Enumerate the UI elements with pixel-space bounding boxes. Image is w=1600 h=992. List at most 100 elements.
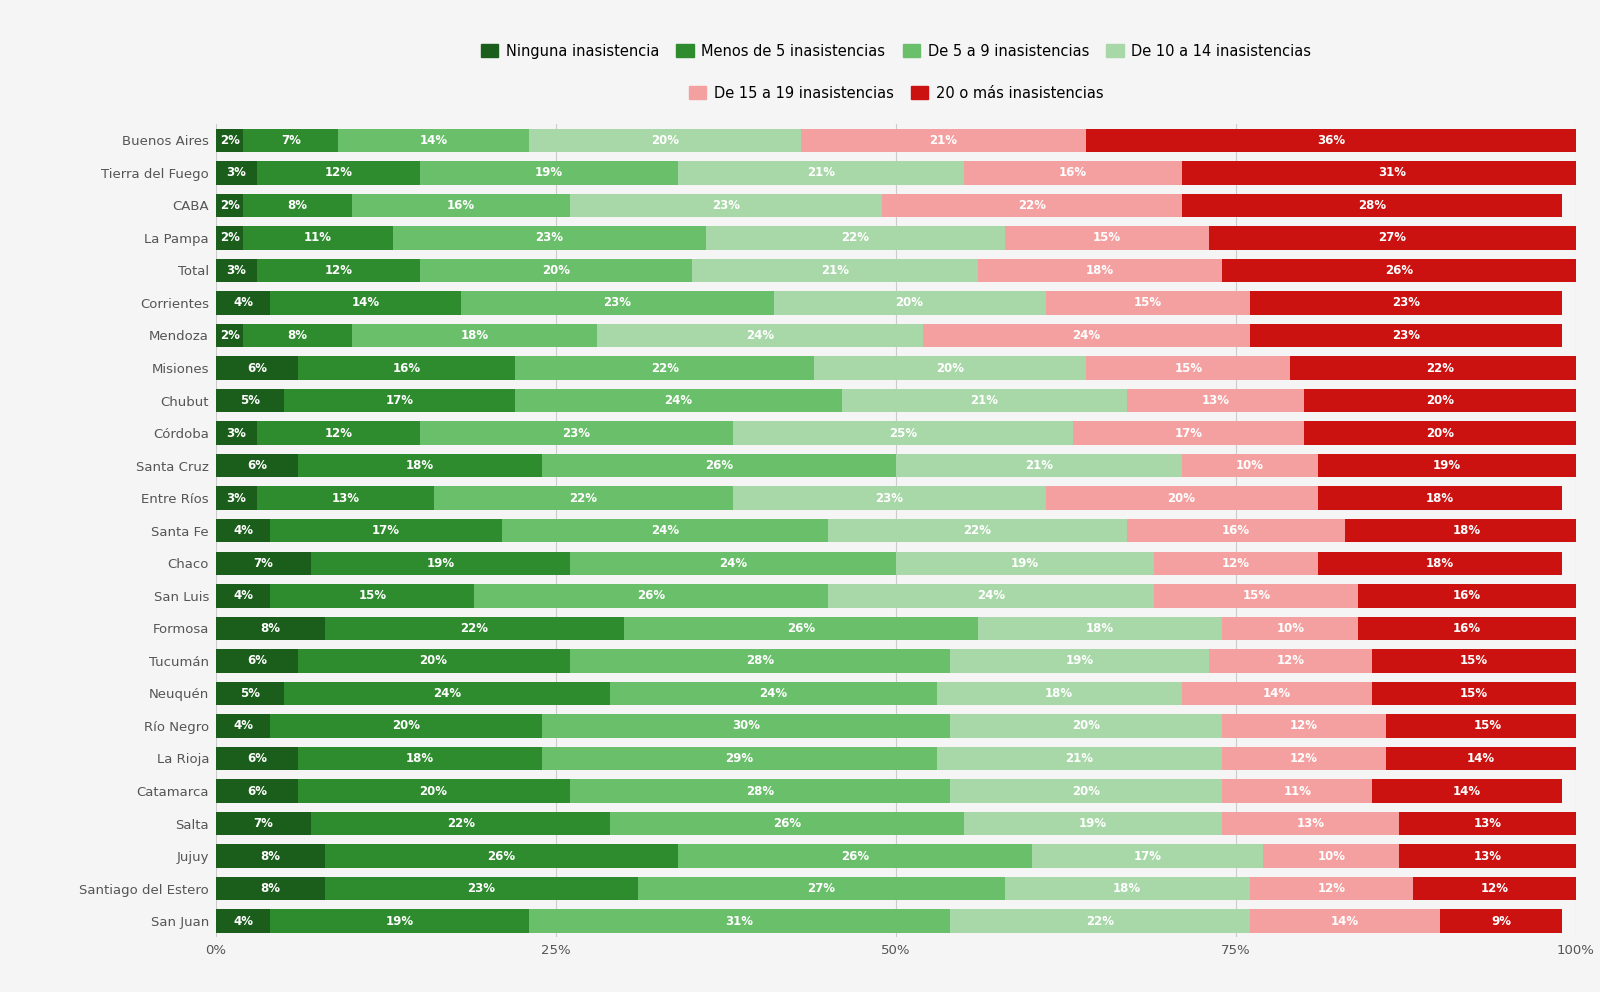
Bar bbox=[829, 519, 1126, 543]
Bar bbox=[1373, 780, 1562, 803]
Bar bbox=[691, 259, 978, 282]
Text: 22%: 22% bbox=[842, 231, 869, 244]
Bar bbox=[270, 519, 502, 543]
Bar bbox=[1250, 292, 1562, 314]
Bar bbox=[938, 747, 1222, 770]
Text: 12%: 12% bbox=[325, 167, 352, 180]
Bar bbox=[216, 323, 243, 347]
Bar bbox=[216, 877, 325, 901]
Text: 20%: 20% bbox=[542, 264, 570, 277]
Text: 3%: 3% bbox=[227, 167, 246, 180]
Text: 18%: 18% bbox=[1426, 492, 1454, 505]
Bar bbox=[325, 844, 678, 868]
Text: 10%: 10% bbox=[1235, 459, 1264, 472]
Text: 18%: 18% bbox=[1114, 882, 1141, 895]
Bar bbox=[1318, 454, 1576, 477]
Text: 31%: 31% bbox=[726, 915, 754, 928]
Bar bbox=[216, 356, 298, 380]
Bar bbox=[923, 323, 1250, 347]
Bar bbox=[542, 454, 896, 477]
Bar bbox=[1250, 910, 1440, 932]
Text: 3%: 3% bbox=[227, 264, 246, 277]
Text: 19%: 19% bbox=[1078, 817, 1107, 830]
Text: 19%: 19% bbox=[1432, 459, 1461, 472]
Bar bbox=[1440, 910, 1562, 932]
Bar bbox=[950, 780, 1222, 803]
Bar bbox=[1386, 714, 1589, 738]
Bar bbox=[829, 584, 1155, 607]
Text: 18%: 18% bbox=[1086, 264, 1114, 277]
Bar bbox=[1086, 356, 1291, 380]
Bar bbox=[216, 486, 256, 510]
Bar bbox=[216, 422, 256, 444]
Bar bbox=[1210, 649, 1373, 673]
Text: 24%: 24% bbox=[978, 589, 1005, 602]
Bar bbox=[298, 356, 515, 380]
Bar bbox=[339, 129, 528, 152]
Text: 14%: 14% bbox=[1331, 915, 1358, 928]
Text: 19%: 19% bbox=[534, 167, 563, 180]
Text: 27%: 27% bbox=[1378, 231, 1406, 244]
Bar bbox=[285, 389, 515, 413]
Text: 14%: 14% bbox=[352, 297, 379, 310]
Bar bbox=[243, 129, 339, 152]
Bar bbox=[434, 486, 733, 510]
Bar bbox=[1181, 682, 1373, 705]
Text: 18%: 18% bbox=[461, 329, 488, 342]
Bar bbox=[570, 649, 950, 673]
Bar bbox=[611, 682, 938, 705]
Text: 20%: 20% bbox=[419, 785, 448, 798]
Text: 12%: 12% bbox=[325, 427, 352, 439]
Text: 10%: 10% bbox=[1277, 622, 1304, 635]
Bar bbox=[256, 422, 419, 444]
Text: 15%: 15% bbox=[358, 589, 387, 602]
Bar bbox=[352, 193, 570, 217]
Bar bbox=[256, 486, 434, 510]
Bar bbox=[216, 226, 243, 250]
Bar bbox=[1373, 682, 1576, 705]
Bar bbox=[678, 844, 1032, 868]
Bar bbox=[1126, 519, 1344, 543]
Text: 13%: 13% bbox=[1474, 849, 1501, 863]
Bar bbox=[216, 454, 298, 477]
Text: 23%: 23% bbox=[1392, 329, 1421, 342]
Text: 17%: 17% bbox=[386, 394, 413, 407]
Text: 22%: 22% bbox=[1426, 361, 1454, 375]
Bar bbox=[243, 226, 392, 250]
Bar bbox=[950, 649, 1210, 673]
Text: 19%: 19% bbox=[426, 557, 454, 569]
Bar bbox=[706, 226, 1005, 250]
Bar bbox=[216, 910, 270, 932]
Text: 20%: 20% bbox=[419, 655, 448, 668]
Text: 14%: 14% bbox=[1453, 785, 1482, 798]
Text: 16%: 16% bbox=[1059, 167, 1086, 180]
Bar bbox=[774, 292, 1046, 314]
Text: 2%: 2% bbox=[219, 134, 240, 147]
Text: 6%: 6% bbox=[246, 785, 267, 798]
Text: 20%: 20% bbox=[392, 719, 421, 732]
Text: 4%: 4% bbox=[234, 915, 253, 928]
Text: 20%: 20% bbox=[1426, 394, 1454, 407]
Text: 23%: 23% bbox=[563, 427, 590, 439]
Text: 12%: 12% bbox=[1222, 557, 1250, 569]
Text: 23%: 23% bbox=[1392, 297, 1421, 310]
Text: 14%: 14% bbox=[1262, 686, 1291, 700]
Bar bbox=[243, 193, 352, 217]
Bar bbox=[570, 193, 882, 217]
Bar bbox=[419, 422, 733, 444]
Bar bbox=[1304, 422, 1576, 444]
Bar bbox=[461, 292, 773, 314]
Bar bbox=[216, 519, 270, 543]
Text: 23%: 23% bbox=[875, 492, 902, 505]
Bar bbox=[1398, 811, 1576, 835]
Text: 7%: 7% bbox=[254, 817, 274, 830]
Bar bbox=[570, 552, 896, 575]
Bar bbox=[611, 811, 963, 835]
Bar bbox=[1318, 552, 1562, 575]
Text: 7%: 7% bbox=[254, 557, 274, 569]
Bar bbox=[474, 584, 829, 607]
Bar bbox=[1358, 584, 1576, 607]
Bar bbox=[352, 323, 597, 347]
Bar bbox=[938, 682, 1181, 705]
Text: 18%: 18% bbox=[406, 459, 434, 472]
